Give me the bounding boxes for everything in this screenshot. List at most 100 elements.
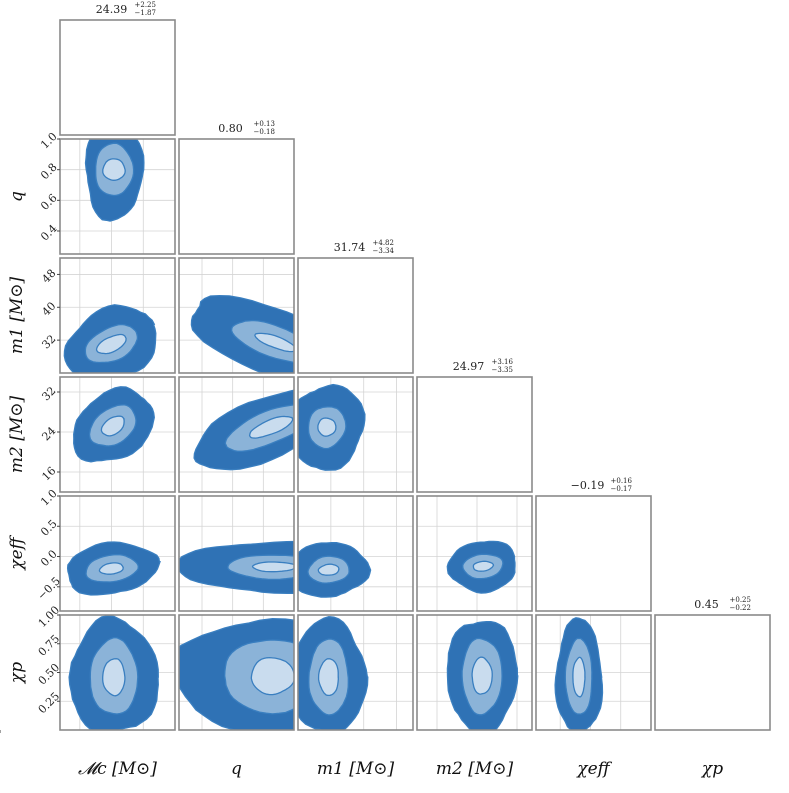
contour-3sigma <box>471 656 493 695</box>
y-tick-label-m1: 40 <box>39 300 58 319</box>
x-axis-label-chi_p: χp <box>701 759 723 779</box>
y-tick-label-chi_p: 0.75 <box>36 632 63 659</box>
title-median: 0.80 <box>218 122 243 135</box>
contour-panel-m2-chi_p <box>417 615 532 730</box>
contour-q-m1-frame <box>178 257 295 374</box>
hist-m1-frame <box>297 257 414 374</box>
title-minus-chi_p: −0.22 <box>730 604 751 612</box>
contour-3sigma <box>102 658 126 697</box>
title-minus-m2: −3.35 <box>492 366 513 374</box>
contour-Mc-q-frame <box>59 138 176 255</box>
title-plus-chi_eff: +0.16 <box>611 477 633 485</box>
title-plus-q: +0.13 <box>254 120 275 128</box>
y-axis-label-m1: m1 [M⊙] <box>7 277 27 355</box>
title-median: 0.45 <box>694 598 719 611</box>
title-minus-Mc: −1.87 <box>135 9 156 17</box>
title-median: 31.74 <box>334 241 366 254</box>
y-tick-label-m1: 32 <box>39 332 58 351</box>
contour-panel-q-m1 <box>179 258 294 373</box>
title-plus-Mc: +2.25 <box>135 1 156 9</box>
contour-Mc-m1-frame <box>59 257 176 374</box>
contour-m1-chi_p-frame <box>297 614 414 731</box>
contour-3sigma <box>95 333 127 355</box>
title-q: 0.80 <box>218 122 243 135</box>
y-tick-label-chi_p: 0.25 <box>36 690 63 717</box>
contour-q-m2-frame <box>178 376 295 493</box>
contour-3sigma <box>248 415 294 439</box>
contour-3sigma <box>254 332 294 353</box>
y-axis-label-q: q <box>7 191 27 202</box>
contour-Mc-m2-frame <box>59 376 176 493</box>
contour-m1-chi_eff-frame <box>297 495 414 612</box>
x-axis-label-m2: m2 [M⊙] <box>436 759 514 779</box>
title-Mc: 24.39 <box>96 3 128 16</box>
y-tick-label-q: 1.0 <box>38 130 60 152</box>
y-tick-label-chi_eff: 0.0 <box>38 548 60 570</box>
contour-q-chi_eff-frame <box>178 495 295 612</box>
title-chi_eff: −0.19 <box>571 479 605 492</box>
contour-q-chi_p-frame <box>178 614 295 731</box>
hist-q-frame <box>178 138 295 255</box>
contour-Mc-chi_eff-frame <box>59 495 176 612</box>
title-plus-m1: +4.82 <box>373 239 394 247</box>
contour-3sigma <box>317 658 339 697</box>
contour-panel-m1-chi_eff <box>298 496 413 611</box>
y-tick-label-chi_p: 0.50 <box>36 661 63 688</box>
contour-3sigma <box>100 415 126 437</box>
x-axis-label-q: q <box>231 759 242 779</box>
title-m2: 24.97 <box>453 360 485 373</box>
contour-panel-q-m2 <box>179 377 294 492</box>
contour-panel-m1-chi_p <box>298 615 413 730</box>
contour-3sigma <box>317 563 340 576</box>
contour-chi_eff-chi_p-frame <box>535 614 652 731</box>
title-minus-m1: −3.34 <box>373 247 395 255</box>
y-tick-label-chi_eff: 1.0 <box>38 487 60 509</box>
contour-panel-Mc-q <box>60 139 175 254</box>
contour-3sigma <box>572 656 586 698</box>
hist-m2-frame <box>416 376 533 493</box>
y-tick-label-m2: 16 <box>39 464 58 483</box>
y-tick-label-m1: 48 <box>39 267 58 286</box>
title-m1: 31.74 <box>334 241 366 254</box>
y-axis-label-m2: m2 [M⊙] <box>7 396 27 474</box>
contour-3sigma <box>98 562 125 575</box>
title-median: 24.39 <box>96 3 128 16</box>
x-axis-label-Mc: 𝓜c [M⊙] <box>78 759 157 779</box>
contour-panel-Mc-m2 <box>60 377 175 492</box>
contour-3sigma <box>251 561 294 573</box>
x-axis-label-m1: m1 [M⊙] <box>317 759 395 779</box>
contour-3sigma <box>317 417 337 437</box>
y-axis-label-chi_p: χp <box>7 662 27 684</box>
title-chi_p: 0.45 <box>694 598 719 611</box>
contour-panel-Mc-chi_p <box>60 615 175 730</box>
contour-m2-chi_p-frame <box>416 614 533 731</box>
x-axis-label-chi_eff: χeff <box>576 759 612 779</box>
contour-panel-chi_eff-chi_p <box>536 615 651 730</box>
contour-3sigma <box>250 656 294 696</box>
y-tick-label-chi_p: 1.00 <box>36 604 63 631</box>
contour-panel-m1-m2 <box>298 377 413 492</box>
hist-chi_p-frame <box>654 614 771 731</box>
contour-m2-chi_eff-frame <box>416 495 533 612</box>
hist-chi_eff-frame <box>535 495 652 612</box>
title-minus-chi_eff: −0.17 <box>611 485 632 493</box>
contour-3sigma <box>102 158 126 181</box>
title-plus-chi_p: +0.25 <box>730 596 751 604</box>
y-tick-label-q: 0.8 <box>38 161 60 183</box>
contour-panel-q-chi_eff <box>179 496 294 611</box>
y-axis-label-chi_eff: χeff <box>7 534 27 570</box>
title-median: −0.19 <box>571 479 605 492</box>
y-tick-label-m2: 24 <box>39 424 58 443</box>
y-tick-label-chi_eff: 0.5 <box>38 517 60 539</box>
hist-Mc-frame <box>59 19 176 136</box>
contour-m1-m2-frame <box>297 376 414 493</box>
contour-panel-m2-chi_eff <box>417 496 532 611</box>
y-tick-label-chi_eff: −0.5 <box>35 575 63 603</box>
contour-3sigma <box>472 560 495 572</box>
title-plus-m2: +3.16 <box>492 358 514 366</box>
contour-panel-Mc-m1 <box>60 258 175 373</box>
contour-panel-q-chi_p <box>179 615 294 730</box>
y-tick-label-q: 0.4 <box>38 222 60 244</box>
contour-panel-Mc-chi_eff <box>60 496 175 611</box>
